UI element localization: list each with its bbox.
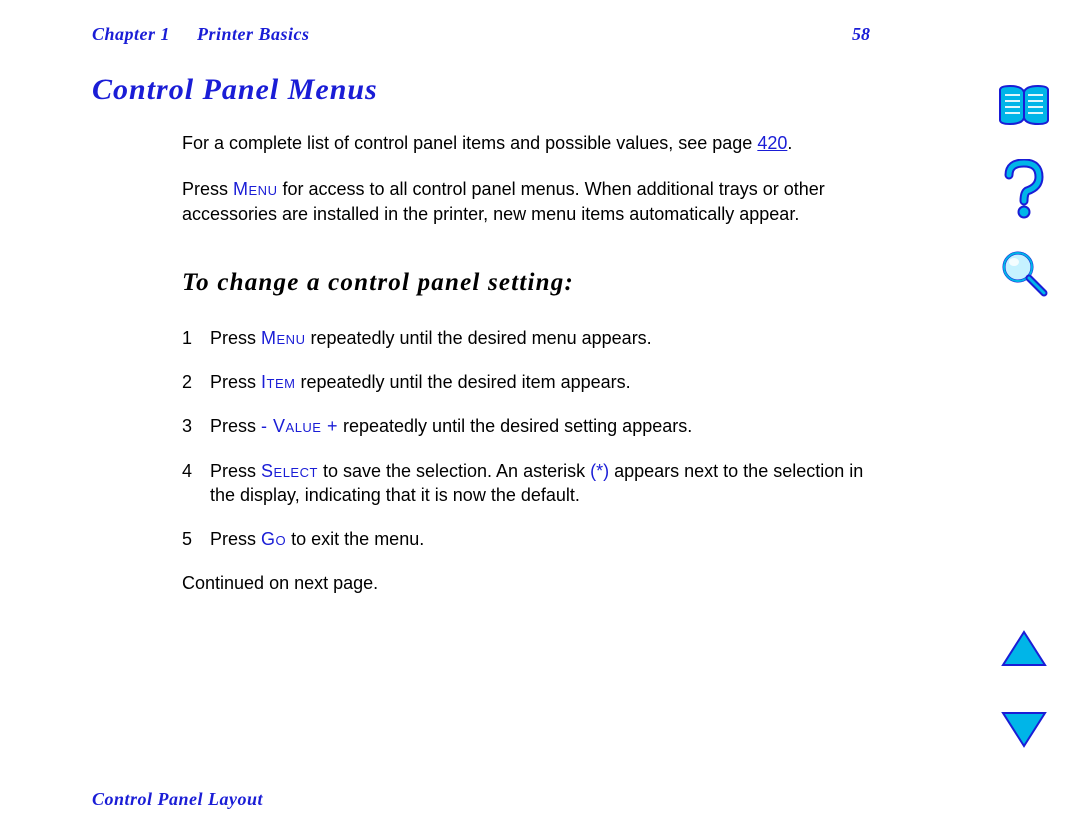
subheading: To change a control panel setting: (92, 266, 882, 300)
page-nav (992, 624, 1056, 754)
help-icon[interactable] (996, 164, 1052, 214)
step-text: Press Item repeatedly until the desired … (210, 370, 882, 394)
step-number: 5 (182, 527, 210, 551)
continued-text: Continued on next page. (182, 571, 882, 595)
key-menu: Menu (261, 328, 305, 348)
page-up-icon[interactable] (996, 624, 1052, 674)
list-item: 5 Press Go to exit the menu. (182, 527, 882, 551)
para2-before: Press (182, 179, 233, 199)
step-text: Press Go to exit the menu. (210, 527, 882, 551)
list-item: 3 Press - Value + repeatedly until the d… (182, 414, 882, 438)
intro-text: For a complete list of control panel ite… (182, 133, 757, 153)
search-icon[interactable] (996, 248, 1052, 298)
page-number: 58 (852, 24, 870, 45)
step-number: 1 (182, 326, 210, 350)
para2-after: for access to all control panel menus. W… (182, 179, 825, 223)
list-item: 4 Press Select to save the selection. An… (182, 459, 882, 508)
list-item: 1 Press Menu repeatedly until the desire… (182, 326, 882, 350)
book-icon[interactable] (996, 80, 1052, 130)
page-title: Control Panel Menus (92, 73, 870, 107)
step-text: Press - Value + repeatedly until the des… (210, 414, 882, 438)
key-menu: Menu (233, 179, 277, 199)
key-go: Go (261, 529, 286, 549)
step-text: Press Menu repeatedly until the desired … (210, 326, 882, 350)
step-number: 4 (182, 459, 210, 508)
chapter-breadcrumb: Chapter 1 Printer Basics (92, 24, 310, 45)
key-value: - Value + (261, 416, 338, 436)
asterisk-symbol: (*) (590, 461, 609, 481)
page-header: Chapter 1 Printer Basics 58 (92, 24, 870, 45)
sidebar-nav (992, 80, 1056, 298)
key-select: Select (261, 461, 318, 481)
menu-paragraph: Press Menu for access to all control pan… (182, 177, 882, 226)
chapter-number: Chapter 1 (92, 24, 170, 44)
intro-text-after: . (787, 133, 792, 153)
step-text: Press Select to save the selection. An a… (210, 459, 882, 508)
intro-paragraph: For a complete list of control panel ite… (182, 131, 882, 155)
step-number: 2 (182, 370, 210, 394)
step-number: 3 (182, 414, 210, 438)
footer-link[interactable]: Control Panel Layout (92, 789, 263, 810)
list-item: 2 Press Item repeatedly until the desire… (182, 370, 882, 394)
key-item: Item (261, 372, 295, 392)
chapter-title: Printer Basics (197, 24, 310, 44)
page-down-icon[interactable] (996, 704, 1052, 754)
steps-list: 1 Press Menu repeatedly until the desire… (182, 326, 882, 552)
page-link-420[interactable]: 420 (757, 133, 787, 153)
